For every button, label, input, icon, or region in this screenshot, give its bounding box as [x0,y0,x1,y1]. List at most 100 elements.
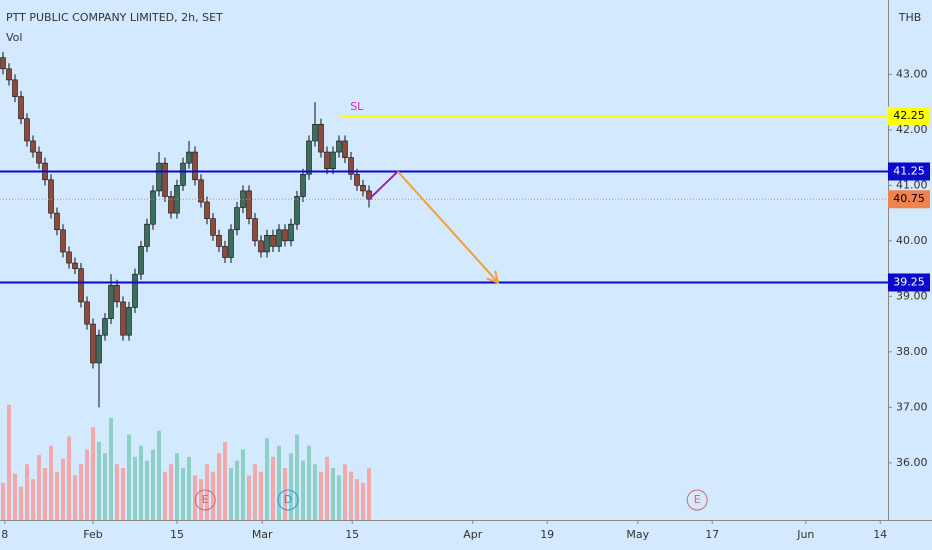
candle-body [318,124,324,153]
volume-bar [265,438,269,520]
volume-bar [139,445,143,520]
volume-bar [157,430,161,520]
candle-body [198,179,204,203]
volume-bar [85,449,89,520]
candle-body [30,140,36,153]
candle-body [264,235,270,253]
volume-bar [325,456,329,520]
x-tick-label: Apr [463,528,483,541]
price-badge-label: 41.25 [893,164,925,177]
candle-body [276,229,282,247]
candle-body [294,196,300,225]
candle-body [144,223,150,247]
volume-bar [301,460,305,520]
volume-bar [283,468,287,520]
volume-bar [355,479,359,520]
candle-body [342,140,348,158]
volume-bar [175,453,179,520]
price-badge [888,190,930,209]
x-tick-label: 15 [345,528,359,541]
y-tick-label: 38.00 [896,345,928,358]
volume-label: Vol [6,31,22,44]
price-badge-label: 42.25 [893,109,925,122]
volume-bar [313,464,317,520]
volume-bar [277,445,281,520]
candle-body [180,162,186,186]
candle-body [324,151,330,170]
volume-bar [1,482,5,520]
price-badge [888,162,930,181]
candle-body [48,179,54,214]
volume-bar [7,404,11,520]
candle-body [18,96,24,120]
candle-body [204,201,210,219]
event-marker [277,489,299,511]
volume-bar [61,458,65,520]
candle-body [132,273,138,308]
volume-bar [19,486,23,520]
candle-body [360,185,366,192]
candle-body [192,151,198,181]
volume-bar [91,427,95,520]
candle-body [228,229,234,258]
volume-bar [349,471,353,520]
volume-bar [127,434,131,520]
price-badge-label: 39.25 [893,275,925,288]
volume-bar [187,456,191,520]
candle-body [78,268,84,303]
volume-bar [55,471,59,520]
x-tick-label: 8 [1,528,8,541]
volume-bar [367,468,371,520]
volume-bar [253,464,257,520]
candle-body [72,262,78,269]
candle-body [222,246,228,258]
volume-bar [307,445,311,520]
volume-bar [241,449,245,520]
volume-bar [343,464,347,520]
candle-body [270,235,276,247]
x-tick-label: Jun [796,528,814,541]
volume-bar [169,464,173,520]
candle-body [6,68,12,81]
volume-bar [319,471,323,520]
candle-body [60,229,66,253]
candle-body [84,301,90,325]
volume-bar [289,453,293,520]
price-badge [888,106,930,125]
candle-body [54,212,60,231]
event-label: E [694,493,701,506]
candle-body [234,207,240,231]
volume-bar [25,464,29,520]
candle-body [306,140,312,175]
x-tick-label: 17 [705,528,719,541]
volume-bar [199,479,203,520]
candle-body [102,318,108,336]
y-tick-label: 36.00 [896,456,928,469]
volume-bar [163,471,167,520]
volume-bar [229,468,233,520]
y-tick-label: 39.00 [896,289,928,302]
candle-body [150,190,156,225]
volume-bar [181,468,185,520]
volume-bar [79,464,83,520]
candle-body [96,334,102,364]
candle-body [330,151,336,170]
trend-line [368,170,399,200]
candle-body [246,190,252,219]
volume-bar [49,445,53,520]
trend-line [397,170,499,284]
marks [0,52,372,520]
x-tick-label: Mar [252,528,273,541]
volume-bar [121,468,125,520]
volume-bar [37,455,41,520]
candle-body [126,307,132,336]
volume-bar [109,417,113,520]
volume-bar [331,468,335,520]
level-annotation: SL [350,100,364,113]
candle-body [0,57,6,70]
volume-bar [295,434,299,520]
candle-body [108,284,114,319]
volume-bar [151,449,155,520]
x-tick-label: 15 [170,528,184,541]
